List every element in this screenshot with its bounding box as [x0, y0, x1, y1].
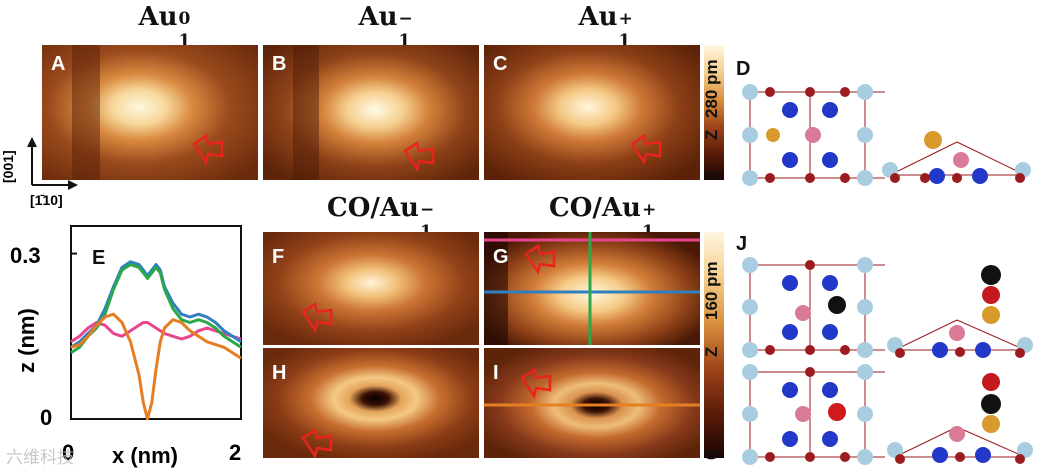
stm-image-g: G: [484, 232, 700, 345]
chart-frame: [70, 225, 242, 420]
colorbar-bottom-max: 160 pm: [702, 261, 721, 320]
title-co-au1-plus: CO/Au+1: [549, 193, 657, 242]
colorbar-top: [704, 45, 724, 180]
direction-vertical-label: [001]: [0, 150, 16, 183]
atomic-model-j-top: [735, 255, 1035, 360]
colorbar-bottom: [704, 232, 724, 458]
chart-series-line-1: [70, 260, 242, 349]
stm-image-c: C: [484, 45, 700, 180]
chart-xtick-0: 0: [62, 440, 75, 465]
stm-image-a: A: [42, 45, 258, 180]
panel-label-g: G: [493, 246, 509, 268]
colorbar-bottom-symbol: Z: [702, 346, 721, 357]
title-au1-plus: Au +1: [578, 2, 633, 51]
chart-ytick-0.3: 0.3: [10, 243, 41, 268]
atomic-model-d: [735, 80, 1035, 190]
chart-series-line-0: [70, 321, 242, 344]
panel-label-j: J: [736, 233, 748, 255]
panel-label-b: B: [272, 53, 287, 75]
chart-ytick-0: 0: [40, 405, 53, 430]
line-chart-e: E: [70, 225, 242, 420]
stm-image-f: F: [263, 232, 479, 345]
colorbar-bottom-min: 0: [702, 450, 721, 460]
panel-label-c: C: [493, 53, 508, 75]
colorbar-top-min: 0: [702, 170, 721, 180]
stm-image-b: B: [263, 45, 479, 180]
arrow-icon: [403, 140, 435, 173]
stm-image-i: I: [484, 348, 700, 458]
panel-label-f: F: [272, 246, 285, 268]
chart-ylabel: z (nm): [14, 308, 39, 373]
arrow-icon: [524, 243, 556, 276]
chart-series-line-3: [70, 312, 242, 420]
colorbar-top-max: 280 pm: [702, 59, 721, 118]
colorbar-top-symbol: Z: [702, 129, 721, 140]
chart-xlabel: x (nm): [112, 443, 178, 468]
panel-label-e: E: [92, 247, 106, 269]
atomic-model-j-bottom: [735, 362, 1035, 470]
arrow-icon: [520, 367, 552, 400]
watermark: 六维科技: [6, 448, 74, 467]
panel-label-a: A: [51, 53, 66, 75]
direction-axes: [22, 135, 82, 190]
title-au1-0: Au 0 1: [138, 2, 191, 51]
title-au1-minus: Au −1: [358, 2, 413, 51]
arrow-icon: [301, 301, 333, 334]
arrow-icon: [301, 427, 333, 458]
arrow-icon: [192, 133, 224, 166]
arrow-icon: [630, 133, 662, 166]
panel-label-h: H: [272, 362, 287, 384]
chart-xtick-2: 2: [229, 440, 242, 465]
panel-label-i: I: [493, 362, 499, 384]
stm-image-h: H: [263, 348, 479, 458]
title-co-au1-minus: CO/Au−1: [327, 193, 435, 242]
direction-horizontal-label: [1̄10]: [30, 192, 63, 208]
panel-label-d: D: [736, 58, 751, 80]
chart-series-line-2: [70, 263, 242, 355]
